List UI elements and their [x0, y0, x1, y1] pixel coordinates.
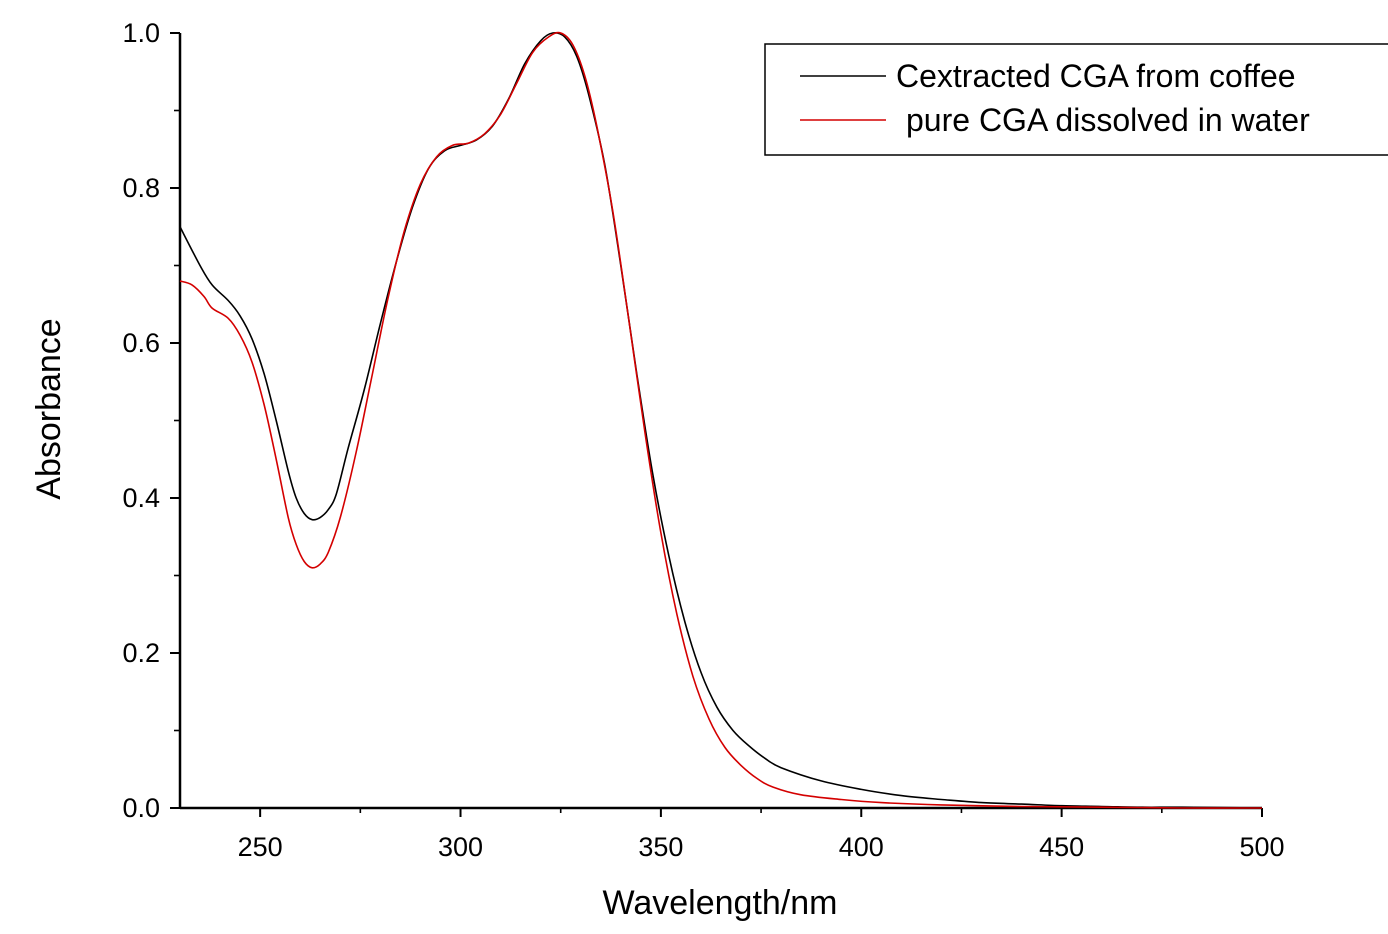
x-axis-title: Wavelength/nm [603, 884, 838, 922]
series-line-pure [179, 31, 1263, 809]
y-tick-label: 0.6 [122, 328, 160, 358]
y-tick-label: 0.2 [122, 638, 160, 668]
legend: Cextracted CGA from coffee pure CGA diss… [764, 43, 1388, 156]
series-layer [179, 31, 1263, 809]
series-line-extracted [179, 32, 1263, 809]
x-tick-label: 300 [438, 832, 483, 862]
y-tick-label: 0.0 [122, 793, 160, 823]
axes: 250 300 350 400 450 500 0.0 0.2 0.4 0.6 0.8 1.0 [122, 18, 1284, 862]
x-tick-label: 500 [1239, 832, 1284, 862]
y-axis-title: Absorbance [30, 318, 68, 499]
y-tick-label: 0.8 [122, 173, 160, 203]
legend-box [764, 43, 1388, 156]
x-tick-label: 350 [638, 832, 683, 862]
legend-label-pure: pure CGA dissolved in water [906, 102, 1310, 138]
y-tick-label: 0.4 [122, 483, 160, 513]
x-tick-label: 400 [839, 832, 884, 862]
y-tick-label: 1.0 [122, 18, 160, 48]
x-tick-label: 250 [238, 832, 283, 862]
x-tick-label: 450 [1039, 832, 1084, 862]
legend-label-extracted: Cextracted CGA from coffee [896, 58, 1296, 94]
